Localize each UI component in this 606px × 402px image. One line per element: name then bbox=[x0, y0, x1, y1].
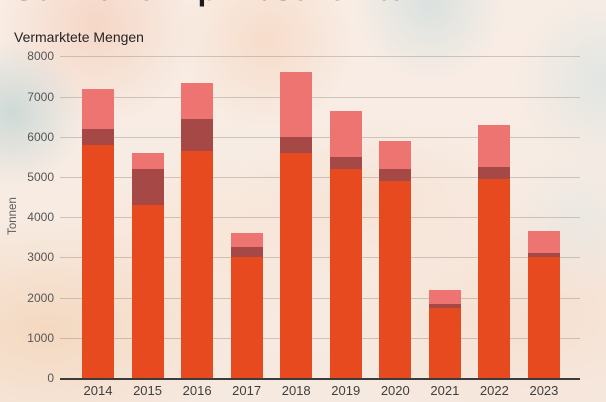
gridline-6000 bbox=[60, 136, 580, 138]
x-tick-label-2015: 2015 bbox=[133, 383, 162, 398]
x-tick-label-2021: 2021 bbox=[430, 383, 460, 398]
bar-2020-bottom-segment-orange bbox=[379, 181, 412, 378]
y-tick-label-4000: 4000 bbox=[27, 210, 54, 225]
y-tick-label-2000: 2000 bbox=[27, 290, 54, 305]
gridline-8000 bbox=[60, 56, 580, 58]
y-tick-label-5000: 5000 bbox=[27, 170, 54, 184]
bar-2015-top-segment-pink bbox=[131, 152, 164, 169]
x-tick-label-2020: 2020 bbox=[380, 383, 410, 398]
bar-2014-top-segment-pink bbox=[82, 88, 114, 129]
bar-2023-top-segment-pink bbox=[527, 231, 560, 254]
gridline-3000 bbox=[60, 257, 580, 259]
y-tick-label-0: 0 bbox=[47, 371, 54, 385]
bar-2022-bottom-segment-orange bbox=[478, 179, 511, 378]
y-tick-label-6000: 6000 bbox=[27, 129, 54, 144]
gridline-7000 bbox=[60, 96, 580, 98]
gridline-2000 bbox=[60, 297, 580, 299]
bar-2015-bottom-segment-orange bbox=[131, 205, 164, 378]
bar-2019-top-segment-pink bbox=[329, 110, 362, 157]
x-tick-label-2018: 2018 bbox=[281, 383, 311, 398]
chart-title: Schweizer Aprikosenernte bbox=[14, 0, 405, 7]
bar-2018-bottom-segment-orange bbox=[280, 152, 313, 378]
bar-2019-bottom-segment-orange bbox=[329, 168, 362, 378]
chart-subtitle: Vermarktete Mengen bbox=[14, 29, 144, 45]
x-axis-baseline bbox=[60, 377, 580, 380]
bar-2018-middle-segment-dark-red bbox=[280, 136, 313, 153]
bar-2019-middle-segment-dark-red bbox=[329, 156, 362, 169]
bar-2023-bottom-segment-orange bbox=[527, 257, 560, 378]
bar-2021-bottom-segment-orange bbox=[428, 307, 461, 378]
y-tick-label-1000: 1000 bbox=[27, 330, 54, 345]
bar-2016-top-segment-pink bbox=[181, 82, 214, 119]
bar-2017-middle-segment-dark-red bbox=[230, 247, 263, 258]
bar-2014-middle-segment-dark-red bbox=[82, 128, 114, 145]
bar-2017-top-segment-pink bbox=[230, 233, 263, 248]
x-tick-label-2019: 2019 bbox=[331, 383, 361, 398]
x-tick-label-2016: 2016 bbox=[182, 383, 212, 398]
bar-2017-bottom-segment-orange bbox=[230, 257, 263, 378]
y-tick-label-3000: 3000 bbox=[27, 250, 54, 265]
bar-2022-middle-segment-dark-red bbox=[478, 166, 511, 179]
bar-2014-bottom-segment-orange bbox=[82, 144, 114, 378]
bar-2022-top-segment-pink bbox=[478, 124, 511, 167]
bar-2020-middle-segment-dark-red bbox=[379, 168, 412, 181]
x-tick-label-2014: 2014 bbox=[83, 383, 113, 398]
bar-2023-middle-segment-dark-red bbox=[527, 253, 560, 258]
bar-2016-bottom-segment-orange bbox=[181, 150, 214, 378]
bar-2018-top-segment-pink bbox=[280, 72, 313, 137]
gridline-4000 bbox=[60, 217, 580, 219]
y-tick-label-7000: 7000 bbox=[27, 89, 54, 104]
bar-2021-top-segment-pink bbox=[428, 289, 461, 304]
bar-2021-middle-segment-dark-red bbox=[428, 303, 461, 308]
x-tick-label-2023: 2023 bbox=[529, 383, 559, 398]
gridline-5000 bbox=[60, 177, 580, 178]
x-tick-label-2022: 2022 bbox=[479, 383, 509, 398]
x-tick-label-2017: 2017 bbox=[232, 383, 262, 398]
bar-2020-top-segment-pink bbox=[379, 140, 412, 169]
y-tick-label-8000: 8000 bbox=[27, 49, 54, 64]
bar-2015-middle-segment-dark-red bbox=[131, 168, 164, 206]
gridline-1000 bbox=[60, 337, 580, 339]
bar-2016-middle-segment-dark-red bbox=[181, 118, 214, 151]
